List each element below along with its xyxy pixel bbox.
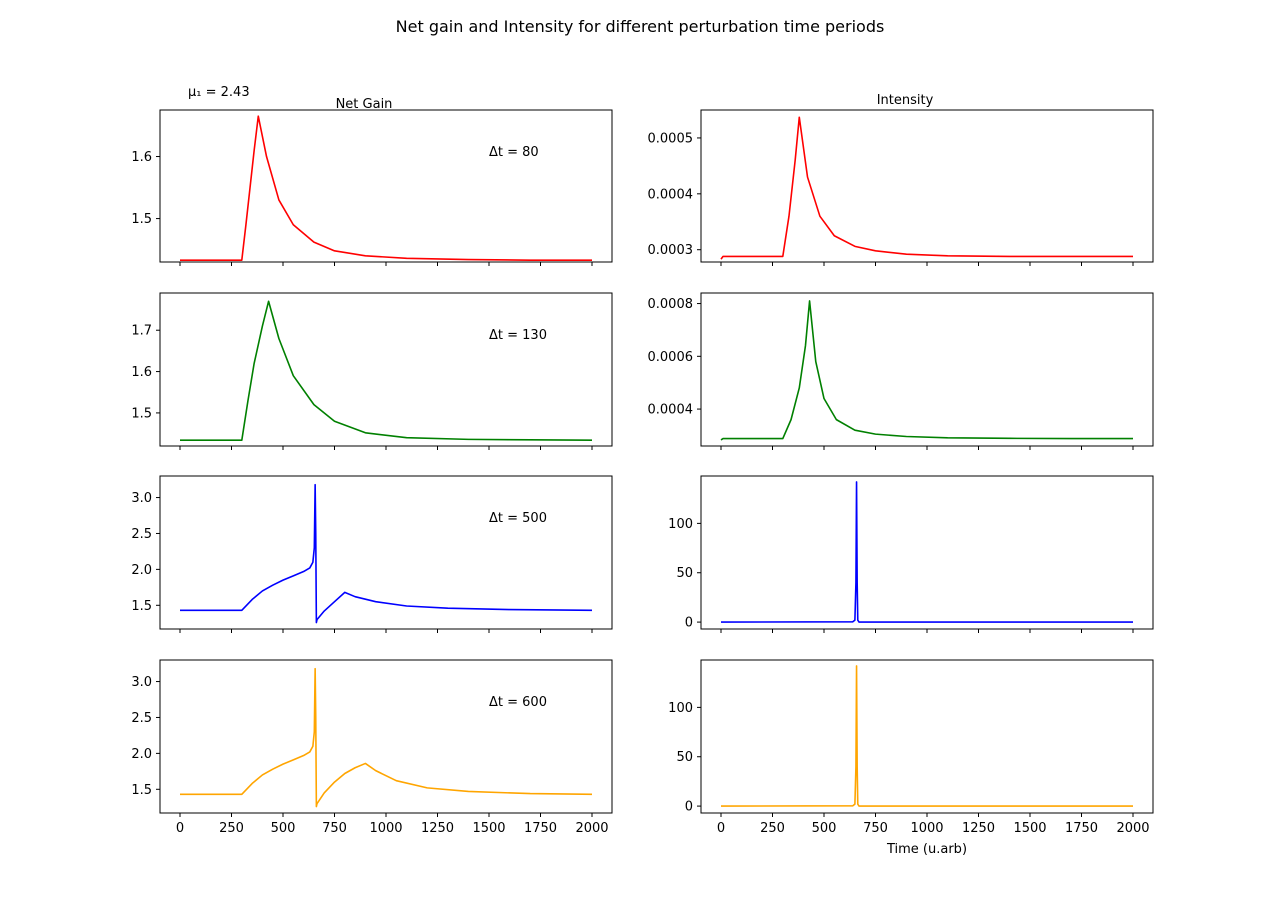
panels: 1.5 1.6 Δt = 80 1.5 1.6 1.7 Δt = 130 1.5 2.0 2.5 3… (131, 109, 1154, 836)
series-line (180, 667, 593, 808)
y-tick-label: 1.7 (131, 324, 152, 339)
x-tick-label: 1250 (962, 821, 995, 836)
series-line (720, 300, 1133, 441)
axes-frame (159, 659, 613, 814)
y-tick-label: 3.0 (131, 675, 152, 690)
left-column-title: Net Gain (336, 97, 393, 112)
right-column-title: Intensity (877, 93, 934, 108)
y-tick-label: 1.5 (131, 599, 152, 614)
x-tick-label: 1750 (1065, 821, 1098, 836)
y-tick-label: 1.5 (131, 406, 152, 421)
y-tick-label: 2.5 (131, 711, 152, 726)
y-tick-label: 1.5 (131, 783, 152, 798)
axes-frame (159, 292, 613, 447)
axes-frame (159, 109, 613, 263)
x-tick-label: 500 (271, 821, 296, 836)
y-tick-label: 2.0 (131, 563, 152, 578)
figure-title: Net gain and Intensity for different per… (396, 17, 885, 36)
y-tick-label: 0.0004 (648, 187, 694, 202)
y-tick-label: 2.0 (131, 747, 152, 762)
y-tick-label: 50 (676, 566, 693, 581)
intensity-dt80: 0.0003 0.0004 0.0005 (648, 109, 1154, 266)
x-tick-label: 1250 (421, 821, 454, 836)
x-tick-label: 750 (863, 821, 888, 836)
series-line (180, 115, 592, 261)
delta-t-annotation: Δt = 80 (489, 145, 539, 160)
intensity-dt600: 0 250 500 750 1000 1250 1500 1750 2000 0 50 100 (668, 659, 1154, 836)
series-line (720, 481, 1133, 623)
y-tick-label: 0.0003 (648, 243, 694, 258)
x-tick-label: 1000 (369, 821, 402, 836)
series-line (720, 116, 1133, 260)
series-line (180, 483, 593, 624)
net-gain-dt600: 0 250 500 750 1000 1250 1500 1750 2000 1.5 2.0 2.5 3… (131, 659, 613, 836)
x-tick-label: 250 (219, 821, 244, 836)
axes-frame (700, 659, 1154, 814)
x-tick-label: 2000 (575, 821, 608, 836)
axes-frame (159, 475, 613, 630)
x-tick-label: 1500 (472, 821, 505, 836)
intensity-dt500: 0 50 100 (668, 475, 1154, 633)
delta-t-annotation: Δt = 500 (489, 511, 547, 526)
y-tick-label: 0.0004 (648, 403, 694, 418)
x-tick-label: 0 (717, 821, 725, 836)
axes-frame (700, 475, 1154, 630)
net-gain-dt500: 1.5 2.0 2.5 3.0 Δt = 500 (131, 475, 613, 633)
y-tick-label: 0 (685, 616, 693, 631)
x-tick-label: 2000 (1116, 821, 1149, 836)
y-tick-label: 1.5 (131, 212, 152, 227)
x-tick-label: 1750 (524, 821, 557, 836)
delta-t-annotation: Δt = 600 (489, 695, 547, 710)
y-tick-label: 50 (676, 750, 693, 765)
y-tick-label: 100 (668, 517, 693, 532)
axes-frame (700, 292, 1154, 447)
net-gain-dt130: 1.5 1.6 1.7 Δt = 130 (131, 292, 613, 450)
y-tick-label: 0.0006 (648, 350, 694, 365)
y-tick-label: 100 (668, 701, 693, 716)
delta-t-annotation: Δt = 130 (489, 328, 547, 343)
y-tick-label: 1.6 (131, 150, 152, 165)
y-tick-label: 2.5 (131, 527, 152, 542)
y-tick-label: 0.0005 (648, 131, 694, 146)
series-line (720, 665, 1133, 807)
axes-frame (700, 109, 1154, 263)
y-tick-label: 3.0 (131, 491, 152, 506)
x-tick-label: 500 (812, 821, 837, 836)
mu-label: μ₁ = 2.43 (188, 85, 250, 100)
x-tick-label: 250 (760, 821, 785, 836)
y-tick-label: 0 (685, 800, 693, 815)
y-tick-label: 1.6 (131, 365, 152, 380)
x-tick-label: 750 (322, 821, 347, 836)
x-axis-label: Time (u.arb) (886, 842, 967, 857)
net-gain-dt80: 1.5 1.6 Δt = 80 (131, 109, 613, 266)
intensity-dt130: 0.0004 0.0006 0.0008 (648, 292, 1154, 450)
series-line (180, 300, 593, 442)
x-tick-label: 1500 (1013, 821, 1046, 836)
y-tick-label: 0.0008 (648, 297, 694, 312)
x-tick-label: 1000 (910, 821, 943, 836)
x-tick-label: 0 (176, 821, 184, 836)
